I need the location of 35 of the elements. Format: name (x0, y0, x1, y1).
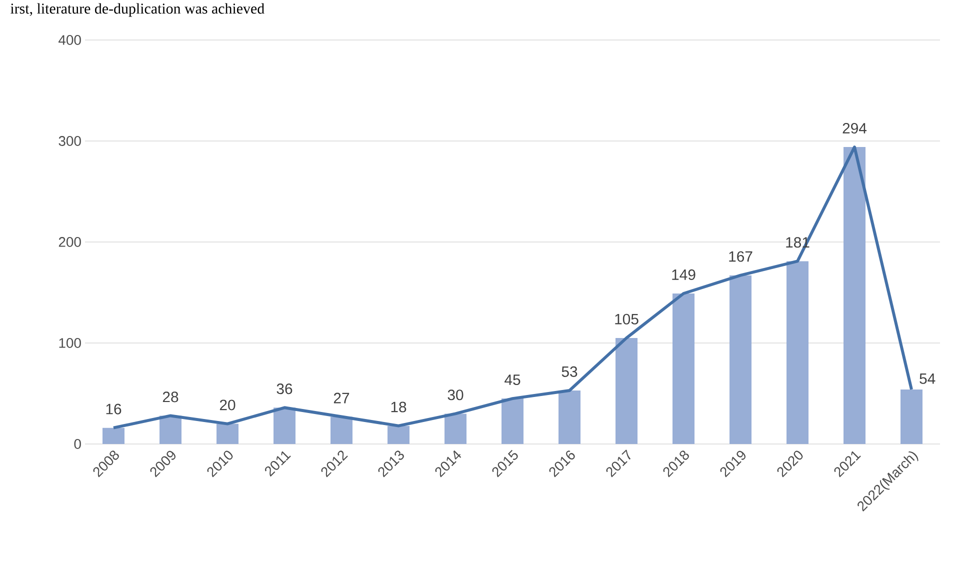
data-label: 53 (562, 366, 578, 377)
data-label: 45 (504, 374, 520, 386)
data-label: 36 (276, 384, 292, 394)
data-label: 167 (729, 251, 752, 262)
bar (388, 426, 410, 444)
data-label: 20 (220, 400, 236, 410)
bar (730, 275, 752, 444)
data-label: 149 (672, 269, 696, 280)
data-label: 294 (842, 122, 867, 134)
y-tick-label: 200 (58, 237, 81, 247)
bar (160, 416, 182, 444)
bar (102, 428, 124, 444)
bar (274, 408, 296, 444)
data-label: 28 (162, 392, 178, 402)
data-label: 54 (920, 374, 936, 384)
bar (502, 398, 524, 444)
bar (672, 294, 695, 444)
data-label: 18 (391, 402, 406, 412)
data-label: 16 (106, 404, 122, 414)
bar (558, 390, 581, 444)
data-label: 105 (615, 314, 638, 324)
bar (444, 414, 467, 444)
y-tick-label: 300 (58, 136, 81, 146)
text: irst, literature de-duplication was achieved (10, 3, 264, 17)
bar (616, 338, 638, 444)
bar (330, 416, 353, 444)
bar (216, 424, 238, 444)
bar (844, 147, 866, 444)
y-tick-label: 0 (74, 439, 81, 449)
data-label: 30 (448, 390, 464, 400)
y-tick-label: 400 (58, 35, 81, 45)
data-label: 27 (334, 392, 350, 404)
bar (786, 261, 809, 444)
bar (900, 389, 923, 444)
y-tick-label: 100 (59, 338, 81, 348)
